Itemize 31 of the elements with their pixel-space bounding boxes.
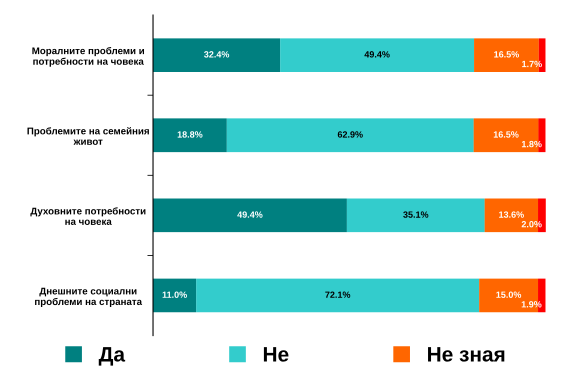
bar [153,198,347,232]
data-label: 1.9% [522,301,542,308]
bar [153,278,196,312]
legend-label: Не [264,347,288,362]
data-label: 16.5% [494,131,519,138]
bar [226,118,474,152]
bar [280,38,474,72]
data-label: 62.9% [338,131,363,138]
data-label: 49.4% [364,51,390,58]
data-label: 18.8% [178,131,202,138]
bar [153,38,280,72]
data-label: 16.5% [494,51,519,58]
bar [153,118,227,152]
y-tick-label: Духовните потребности на човека [30,207,146,225]
data-label: 49.4% [237,211,263,218]
data-label: 13.6% [499,211,524,218]
bar [346,198,485,232]
data-label: 11.0% [162,292,187,298]
data-label: 32.4% [204,51,230,58]
data-label: 15.0% [496,292,522,298]
y-tick-label: Днешните социални проблеми на страната [35,288,142,308]
y-tick-label: Проблемите на семейния живот [27,127,149,145]
data-label: 1.8% [522,140,542,148]
legend-label: Да [98,347,126,366]
data-label: 35.1% [403,211,428,218]
legend-label: Не зная [428,347,504,362]
data-label: 2.0% [522,221,542,228]
bar [196,278,480,312]
data-label: 1.7% [522,60,542,68]
data-label: 72.1% [325,292,350,298]
y-tick-label: Моралните проблеми и потребности на човека [32,46,144,67]
